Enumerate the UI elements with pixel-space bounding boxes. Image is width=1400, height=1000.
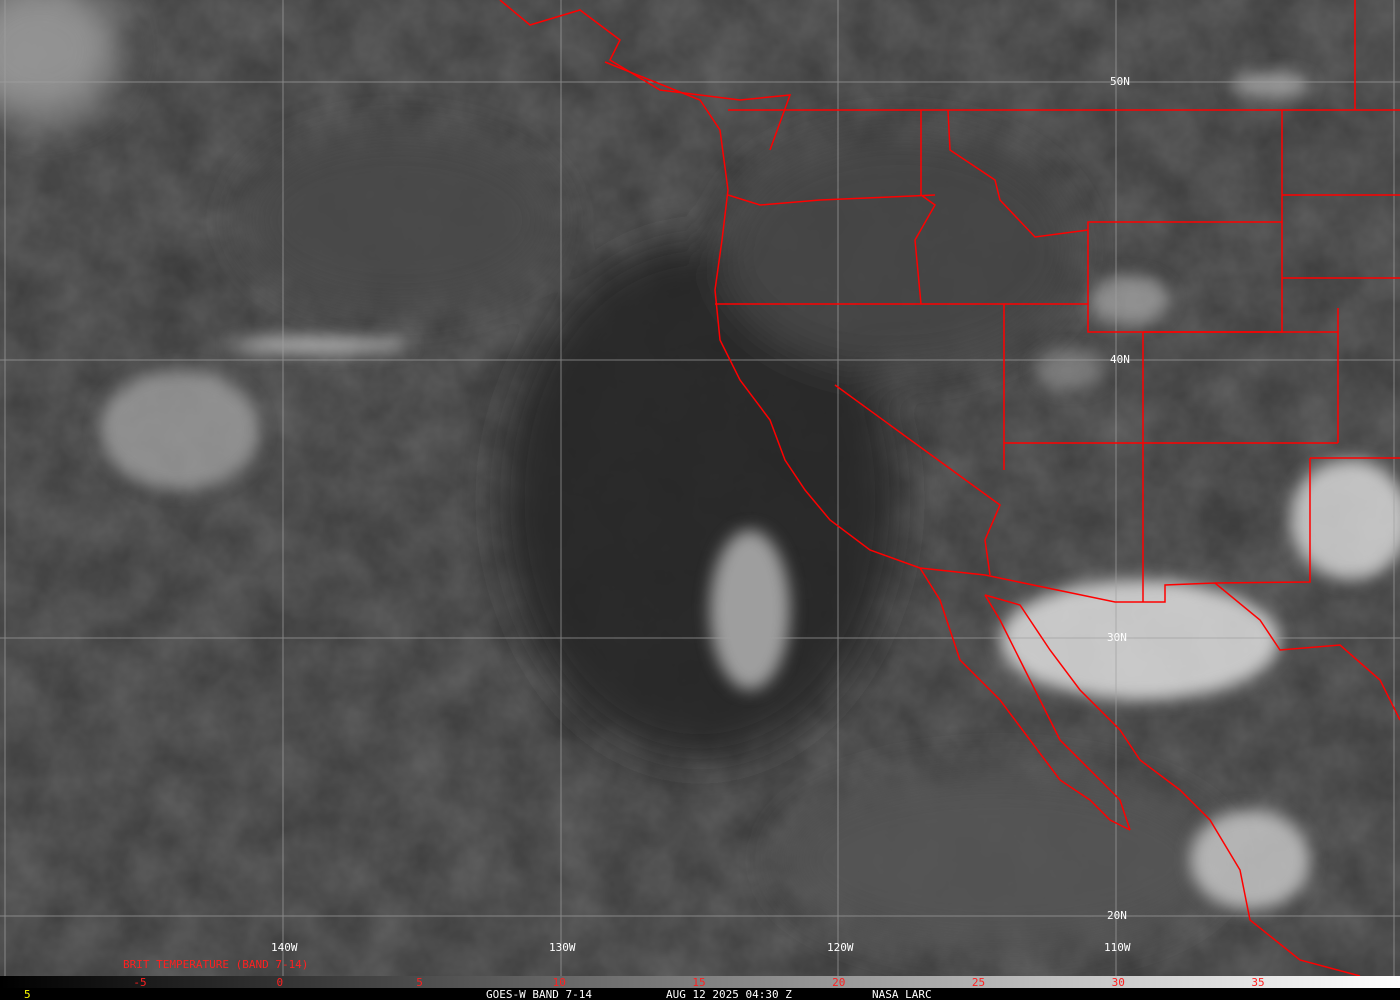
footer-bar <box>0 988 1400 1000</box>
coastline-baja-west <box>919 567 1131 831</box>
footer-band: GOES-W BAND 7-14 <box>486 988 592 1000</box>
political-boundaries <box>499 0 1400 977</box>
cloud-cover <box>100 73 1400 910</box>
footer-source: NASA LARC <box>872 988 932 1000</box>
new-mexico-border <box>1214 457 1400 584</box>
scale-tick-label: 5 <box>416 976 423 989</box>
lat-label-50n: 50N <box>1110 75 1130 88</box>
scale-tick-label: 20 <box>832 976 845 989</box>
lon-label-140w: 140W <box>271 941 298 954</box>
ca-nv-border <box>834 384 1001 576</box>
lat-label-40n: 40N <box>1110 353 1130 366</box>
coastline-canada <box>499 0 792 151</box>
scale-tick-label: 0 <box>276 976 283 989</box>
color-scale-bar: -5 0 5 10 15 20 25 30 35 <box>0 976 1400 989</box>
product-title: BRIT TEMPERATURE (BAND 7-14) <box>123 958 308 971</box>
scale-tick-label: 35 <box>1251 976 1264 989</box>
scale-tick-label: 25 <box>972 976 985 989</box>
lat-label-30n: 30N <box>1107 631 1127 644</box>
lon-label-110w: 110W <box>1104 941 1131 954</box>
corner-label: 5 <box>24 988 31 1000</box>
lon-label-120w: 120W <box>827 941 854 954</box>
scale-tick-label: 10 <box>553 976 566 989</box>
coastline-us <box>604 61 921 569</box>
coastline-mexico <box>984 594 1361 977</box>
latitude-labels: 50N 40N 30N 20N <box>1107 75 1130 922</box>
scale-tick-label: 15 <box>692 976 705 989</box>
lon-label-130w: 130W <box>549 941 576 954</box>
plains-borders <box>1282 0 1400 332</box>
longitude-labels: 140W 130W 120W 110W <box>271 941 1131 954</box>
idaho-west-border <box>914 110 936 305</box>
coastline-baja-east <box>984 594 1131 831</box>
footer-datetime: AUG 12 2025 04:30 Z <box>666 988 792 1000</box>
scale-tick-label: 30 <box>1112 976 1125 989</box>
satellite-imagery <box>0 0 1400 976</box>
lat-label-20n: 20N <box>1107 909 1127 922</box>
idaho-montana-border <box>947 109 1089 238</box>
scale-tick-label: -5 <box>133 976 146 989</box>
lat-lon-grid <box>0 0 1400 976</box>
wa-or-border <box>727 194 936 206</box>
